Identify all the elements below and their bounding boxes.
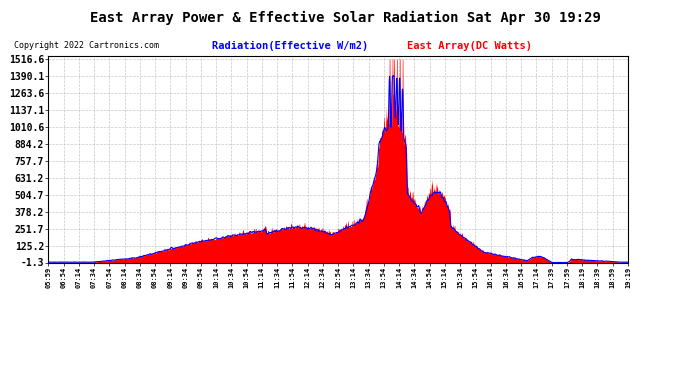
Text: Radiation(Effective W/m2): Radiation(Effective W/m2) xyxy=(212,41,368,51)
Text: East Array(DC Watts): East Array(DC Watts) xyxy=(406,41,532,51)
Text: Copyright 2022 Cartronics.com: Copyright 2022 Cartronics.com xyxy=(14,41,159,50)
Text: East Array Power & Effective Solar Radiation Sat Apr 30 19:29: East Array Power & Effective Solar Radia… xyxy=(90,11,600,26)
